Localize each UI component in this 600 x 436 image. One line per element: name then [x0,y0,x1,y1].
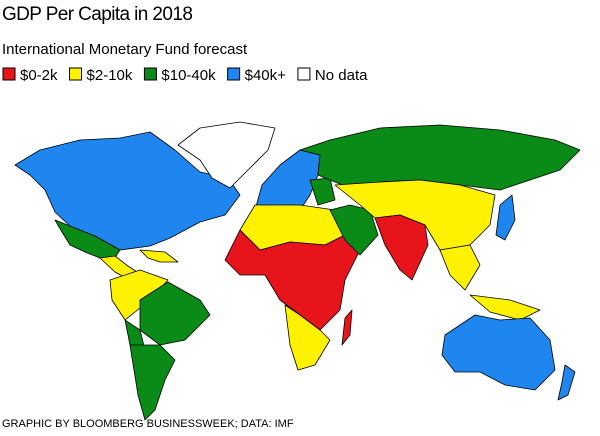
region [329,204,379,256]
legend-label: $2-10k [87,67,133,84]
legend-label: $40k+ [245,67,287,84]
region [469,294,541,321]
legend: $0-2k $2-10k $10-40k $40k+ No data [2,67,368,84]
region [129,344,176,421]
region [374,214,429,281]
world-map [14,121,581,421]
legend-swatch [69,67,83,81]
legend-swatch [143,67,157,81]
region [139,249,179,263]
legend-label: $0-2k [20,67,58,84]
region [299,124,581,191]
region [495,194,516,241]
legend-label: No data [315,67,368,84]
legend-swatch [227,67,241,81]
region [224,229,361,331]
source-note: GRAPHIC BY BLOOMBERG BUSINESSWEEK; DATA:… [2,418,294,430]
region [341,309,353,346]
subtitle: International Monetary Fund forecast [2,41,248,58]
region [557,364,576,401]
region [284,304,331,371]
region [14,131,241,251]
region [139,281,211,346]
region [309,177,336,206]
legend-label: $10-40k [161,67,216,84]
title: GDP Per Capita in 2018 [2,4,192,25]
region [441,314,556,391]
legend-swatch [2,67,16,81]
region [439,244,481,291]
legend-swatch [297,67,311,81]
region [177,121,276,189]
